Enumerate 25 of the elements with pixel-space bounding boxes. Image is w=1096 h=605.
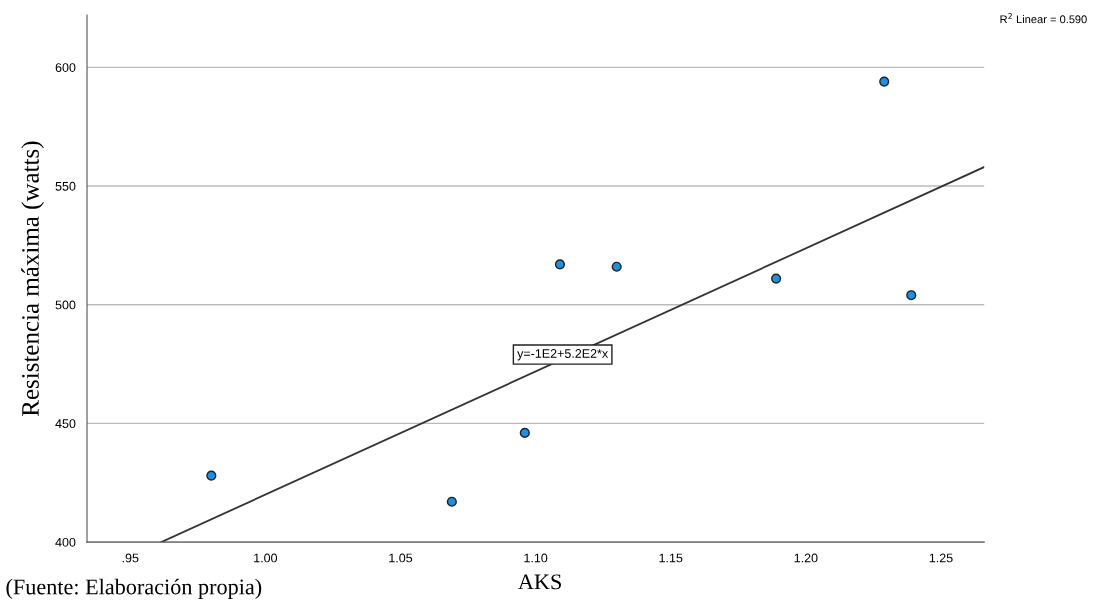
y-tick-label: 550 [55,181,76,191]
x-tick-label: .95 [122,553,139,563]
x-tick-label: 1.05 [389,553,413,563]
text: (Fuente: Elaboración propia) [6,578,262,599]
x-axis-title: AKS [518,574,561,590]
point [554,259,566,270]
point [906,290,917,301]
x-tick-label: 1.15 [659,553,683,563]
point [771,273,782,284]
point [206,470,217,481]
x-tick-label: 1.20 [794,553,818,563]
y-axis-title: Resistencia máxima (watts) [21,141,44,417]
text: R$^{2}$ Linear = 0.590 [1000,13,1087,24]
y-tick-label: 400 [55,537,76,547]
y-tick-label: 500 [55,300,76,310]
point [611,261,622,272]
point [519,427,530,438]
x-tick-label: 1.00 [254,553,278,563]
x-tick-label: 1.25 [929,553,953,563]
y-tick-label: 450 [55,419,76,429]
point [879,76,890,87]
annotation: y=-1E2+5.2E2*x [517,349,609,361]
x-tick-label: 1.10 [524,553,548,563]
y-tick-label: 600 [55,63,76,72]
point [446,496,457,507]
